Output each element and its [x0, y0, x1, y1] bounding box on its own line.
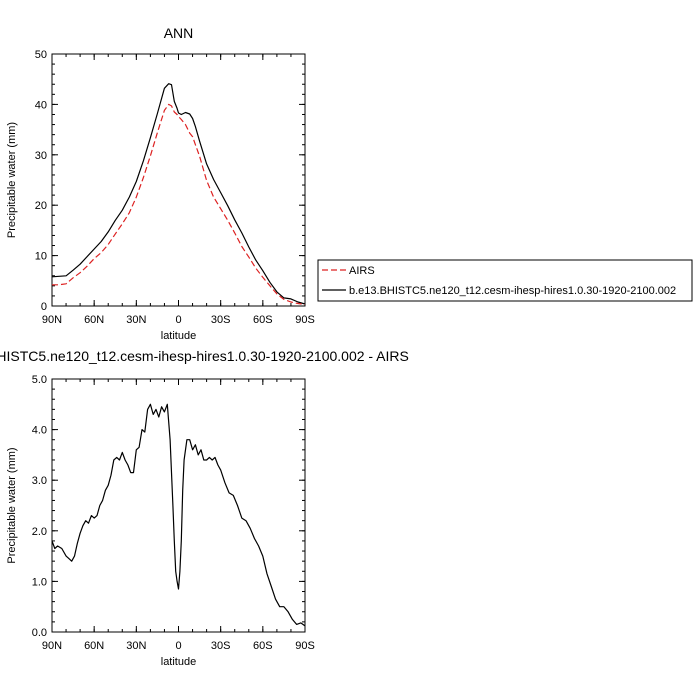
series-line-airs	[52, 103, 306, 306]
legend: AIRS b.e13.BHISTC5.ne120_t12.cesm-ihesp-h…	[317, 259, 693, 302]
panel-bottom: 0.0 1.0 2.0 3.0 4.0 5.0 90N 60N 30N 0 30S 60S 90S lat…	[0, 348, 409, 668]
y-tick-label: 0	[41, 301, 47, 313]
y-tick-label: 40	[35, 99, 47, 111]
y-tick-label: 20	[35, 200, 47, 212]
y-tick-label: 3.0	[32, 475, 47, 487]
x-tick-label: 30S	[211, 314, 231, 326]
y-axis-label: Precipitable water (mm)	[6, 447, 18, 563]
y-tick-label: 0.0	[32, 627, 47, 639]
x-tick-label: 30N	[126, 640, 146, 652]
x-tick-label: 90S	[295, 640, 315, 652]
chart-title: b.e13.BHISTC5.ne120_t12.cesm-ihesp-hires…	[0, 348, 409, 364]
x-tick-label: 90N	[42, 640, 62, 652]
x-tick-label: 60S	[253, 640, 273, 652]
legend-box	[317, 259, 693, 302]
chart-title: ANN	[164, 25, 194, 41]
y-tick-label: 30	[35, 150, 47, 162]
x-tick-label: 0	[175, 314, 181, 326]
legend-label-model: b.e13.BHISTC5.ne120_t12.cesm-ihesp-hires…	[349, 285, 676, 297]
legend-label-airs: AIRS	[349, 265, 375, 277]
x-axis-label: latitude	[161, 656, 196, 668]
y-tick-label: 1.0	[32, 576, 47, 588]
y-tick-label: 5.0	[32, 374, 47, 386]
x-tick-label: 30N	[126, 314, 146, 326]
plot-frame	[51, 378, 306, 633]
x-tick-label: 60S	[253, 314, 273, 326]
series-line-model	[51, 83, 306, 305]
x-tick-label: 30S	[211, 640, 231, 652]
x-tick-label: 0	[175, 640, 181, 652]
x-tick-label: 90S	[295, 314, 315, 326]
series-line-model	[51, 403, 306, 627]
y-tick-label: 50	[35, 49, 47, 61]
x-tick-label: 60N	[84, 640, 104, 652]
y-tick-label: 10	[35, 251, 47, 263]
x-tick-label: 60N	[84, 314, 104, 326]
plot-frame	[51, 53, 306, 307]
panel-top: 0 10 20 30 40 50 90N 60N 30N 0 30S 60S 90S latitude Pr…	[6, 25, 315, 342]
y-tick-label: 2.0	[32, 526, 47, 538]
y-tick-label: 4.0	[32, 425, 47, 437]
x-axis-label: latitude	[161, 330, 196, 342]
x-tick-label: 90N	[42, 314, 62, 326]
y-axis-label: Precipitable water (mm)	[6, 122, 18, 238]
